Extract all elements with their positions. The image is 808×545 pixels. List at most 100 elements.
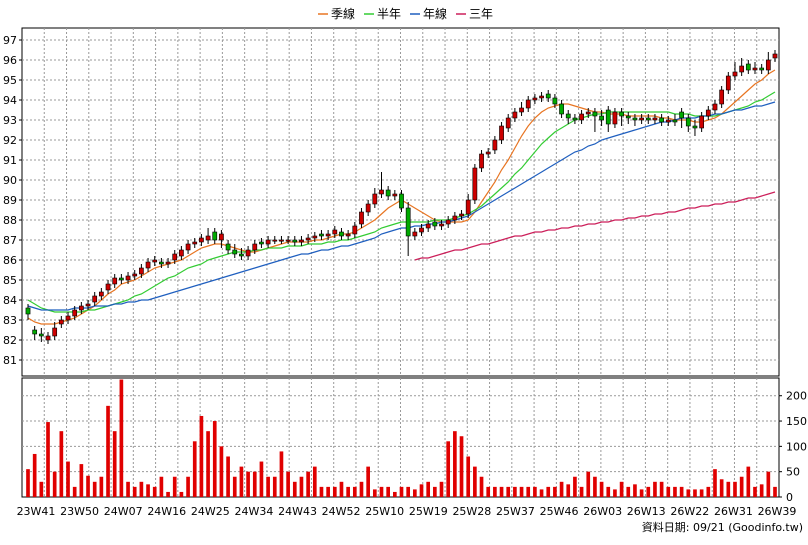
price-tick-label: 87 <box>3 234 17 247</box>
volume-bar <box>486 486 491 497</box>
candle-body <box>725 75 731 91</box>
volume-bar <box>286 471 290 497</box>
volume-tick-label: 100 <box>786 440 807 453</box>
volume-bar <box>66 461 70 497</box>
volume-bar <box>166 491 170 497</box>
candle-body <box>505 117 511 129</box>
volume-bar <box>119 379 124 497</box>
candle-body <box>459 213 464 217</box>
volume-bar <box>659 481 664 497</box>
candle-body <box>292 239 298 243</box>
candle-body <box>85 303 91 307</box>
candle-body <box>592 111 598 117</box>
candle-body <box>465 199 471 215</box>
price-tick-label: 97 <box>3 34 17 47</box>
half-year-ma-line <box>27 91 776 313</box>
x-axis-labels: 23W41 23W50 24W07 24W16 24W25 24W34 24W43 24W52… <box>17 505 797 518</box>
candle-body <box>539 95 544 99</box>
x-axis-label: 24W07 <box>104 505 143 518</box>
candle-body <box>399 193 404 209</box>
volume-bars <box>26 379 777 497</box>
price-tick-label: 94 <box>3 94 17 107</box>
volume-bar <box>386 486 390 497</box>
volume-bar <box>593 476 597 497</box>
candle-body <box>645 117 651 121</box>
candle-body <box>78 305 84 311</box>
candle-body <box>365 203 371 213</box>
volume-bar <box>646 486 651 497</box>
candle-body <box>499 125 504 141</box>
candle-body <box>532 97 538 101</box>
candle-body <box>359 211 364 225</box>
candle-body <box>545 93 551 99</box>
volume-bar <box>493 486 497 497</box>
volume-bar <box>72 486 77 497</box>
candle-body <box>52 327 58 337</box>
candle-body <box>98 291 104 297</box>
volume-bar <box>79 464 84 497</box>
x-axis-label: 26W22 <box>670 505 709 518</box>
price-tick-label: 95 <box>3 74 17 87</box>
volume-bar <box>526 486 531 497</box>
volume-bar <box>466 456 471 497</box>
volume-bar <box>553 486 557 497</box>
volume-bar <box>753 486 757 497</box>
volume-bar <box>453 431 457 497</box>
volume-bar <box>559 481 564 497</box>
volume-bar <box>372 489 377 497</box>
volume-bar <box>693 489 697 497</box>
candle-body <box>132 273 138 277</box>
volume-bar <box>653 481 657 497</box>
volume-bar <box>346 486 350 497</box>
candle-body <box>665 119 671 123</box>
volume-bar <box>199 415 204 497</box>
candle-body <box>485 151 491 155</box>
volume-bar <box>579 486 584 497</box>
volume-bar <box>52 471 57 497</box>
price-tick-label: 86 <box>3 254 17 267</box>
candle-body <box>432 221 438 227</box>
candle-body <box>205 235 211 241</box>
volume-bar <box>439 481 444 497</box>
candle-body <box>325 233 331 237</box>
candle-body <box>58 319 64 325</box>
volume-bar <box>86 475 90 497</box>
candle-body <box>685 117 691 127</box>
volume-bar <box>719 479 724 497</box>
volume-bar <box>759 484 764 497</box>
legend-label: 季線 <box>331 6 355 21</box>
x-axis-label: 25W10 <box>365 505 404 518</box>
price-tick-label: 84 <box>3 294 17 307</box>
candle-body <box>439 223 444 227</box>
volume-bar <box>733 481 737 497</box>
candle-body <box>379 189 384 195</box>
price-tick-label: 93 <box>3 114 17 127</box>
candle-body <box>72 309 78 317</box>
volume-bar <box>619 481 624 497</box>
candle-body <box>452 215 458 221</box>
volume-bar <box>326 486 330 497</box>
x-axis-label: 25W19 <box>409 505 448 518</box>
candle-body <box>385 189 391 197</box>
candle-body <box>245 249 251 257</box>
volume-bar <box>613 489 617 497</box>
candle-body <box>119 277 124 281</box>
candle-body <box>139 267 144 275</box>
price-tick-label: 90 <box>3 174 17 187</box>
candle-body <box>472 167 478 201</box>
candle-body <box>352 225 358 235</box>
three-year-ma-line <box>414 191 776 261</box>
volume-bar <box>59 431 64 497</box>
volume-bar <box>132 486 137 497</box>
candle-body <box>105 283 111 291</box>
volume-bar <box>352 486 357 497</box>
volume-bar <box>426 481 431 497</box>
price-tick-label: 82 <box>3 334 17 347</box>
volume-bar <box>519 486 524 497</box>
candle-body <box>572 117 578 121</box>
candle-body <box>672 119 678 123</box>
price-tick-label: 92 <box>3 134 17 147</box>
legend-label: 三年 <box>469 7 493 21</box>
candle-body <box>279 239 284 242</box>
x-axis-label: 26W31 <box>714 505 753 518</box>
